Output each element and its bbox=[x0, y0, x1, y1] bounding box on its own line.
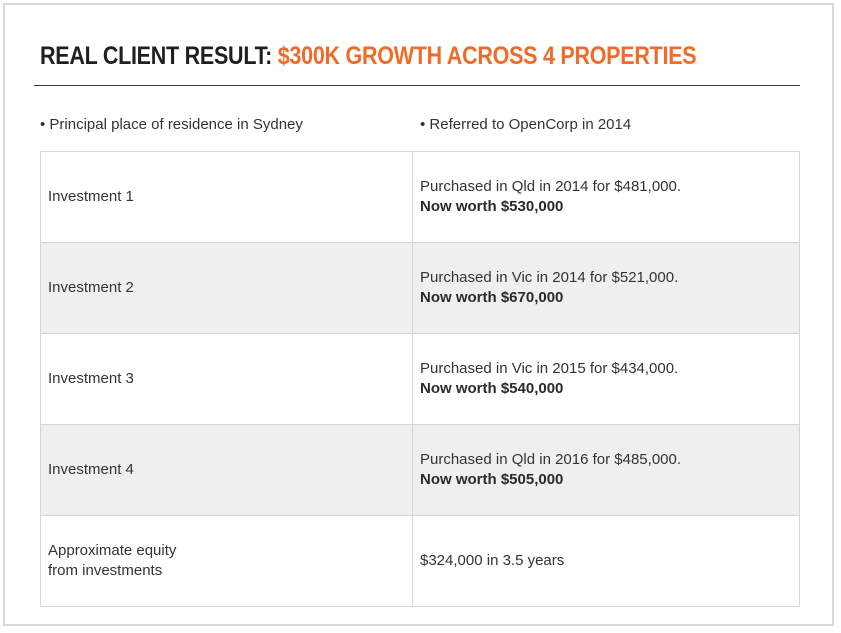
equity-label-line1: Approximate equity bbox=[48, 542, 177, 559]
table-row-equity: Approximate equity from investments $324… bbox=[40, 515, 800, 607]
equity-label: Approximate equity from investments bbox=[40, 515, 413, 607]
worth-text: Now worth $670,000 bbox=[420, 289, 564, 306]
table-row-investment-3: Investment 3 Purchased in Vic in 2015 fo… bbox=[40, 333, 800, 425]
row-detail: Purchased in Qld in 2014 for $481,000. N… bbox=[412, 151, 800, 243]
equity-value: $324,000 in 3.5 years bbox=[412, 515, 800, 607]
purchase-text: Purchased in Vic in 2015 for $434,000. bbox=[420, 360, 679, 377]
title-accent: $300K GROWTH ACROSS 4 PROPERTIES bbox=[277, 42, 697, 70]
row-label: Investment 3 bbox=[40, 333, 413, 425]
worth-text: Now worth $540,000 bbox=[420, 380, 564, 397]
client-notes: • Principal place of residence in Sydney… bbox=[40, 116, 800, 140]
purchase-text: Purchased in Vic in 2014 for $521,000. bbox=[420, 269, 679, 286]
equity-label-line2: from investments bbox=[48, 562, 163, 579]
table-row-investment-2: Investment 2 Purchased in Vic in 2014 fo… bbox=[40, 242, 800, 334]
purchase-text: Purchased in Qld in 2014 for $481,000. bbox=[420, 178, 682, 195]
note-residence: • Principal place of residence in Sydney bbox=[40, 116, 303, 133]
table-row-investment-4: Investment 4 Purchased in Qld in 2016 fo… bbox=[40, 424, 800, 516]
results-table: Investment 1 Purchased in Qld in 2014 fo… bbox=[40, 151, 800, 607]
row-label: Investment 2 bbox=[40, 242, 413, 334]
row-detail: Purchased in Vic in 2014 for $521,000. N… bbox=[412, 242, 800, 334]
row-label: Investment 4 bbox=[40, 424, 413, 516]
note-referral: • Referred to OpenCorp in 2014 bbox=[420, 116, 632, 133]
purchase-text: Purchased in Qld in 2016 for $485,000. bbox=[420, 451, 682, 468]
table-row-investment-1: Investment 1 Purchased in Qld in 2014 fo… bbox=[40, 151, 800, 243]
worth-text: Now worth $530,000 bbox=[420, 198, 564, 215]
row-detail: Purchased in Qld in 2016 for $485,000. N… bbox=[412, 424, 800, 516]
title-divider bbox=[34, 85, 800, 86]
row-label: Investment 1 bbox=[40, 151, 413, 243]
title-lead: REAL CLIENT RESULT: bbox=[40, 42, 278, 70]
worth-text: Now worth $505,000 bbox=[420, 471, 564, 488]
page-title: REAL CLIENT RESULT: $300K GROWTH ACROSS … bbox=[40, 41, 697, 71]
row-detail: Purchased in Vic in 2015 for $434,000. N… bbox=[412, 333, 800, 425]
